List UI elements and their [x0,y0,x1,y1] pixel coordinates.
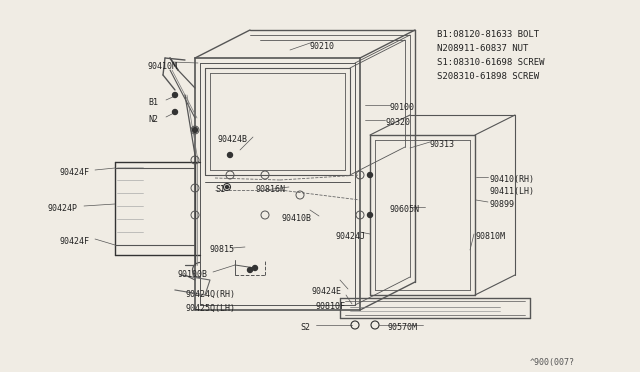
Text: S2: S2 [300,323,310,332]
Circle shape [173,93,177,97]
Circle shape [367,212,372,218]
Text: 90411(LH): 90411(LH) [490,187,535,196]
Text: 90210: 90210 [310,42,335,51]
Text: S208310-61898 SCREW: S208310-61898 SCREW [437,72,539,81]
Text: S1: S1 [215,185,225,194]
Text: 90816N: 90816N [255,185,285,194]
Circle shape [253,266,257,270]
Text: 90810F: 90810F [316,302,346,311]
Text: 90424Q(RH): 90424Q(RH) [185,290,235,299]
Text: 90424J: 90424J [335,232,365,241]
Text: 90410(RH): 90410(RH) [490,175,535,184]
Text: 90899: 90899 [490,200,515,209]
Text: 90815: 90815 [210,245,235,254]
Text: B1: B1 [148,98,158,107]
Circle shape [248,267,253,273]
Text: 90425Q(LH): 90425Q(LH) [185,304,235,313]
Text: 90605N: 90605N [390,205,420,214]
Text: 90810M: 90810M [476,232,506,241]
Text: B1:08120-81633 BOLT: B1:08120-81633 BOLT [437,30,539,39]
Text: 90424F: 90424F [60,168,90,177]
Text: 90424B: 90424B [218,135,248,144]
Text: ^900(007?: ^900(007? [530,358,575,367]
Circle shape [227,153,232,157]
Circle shape [173,109,177,115]
Text: 90313: 90313 [430,140,455,149]
Circle shape [367,173,372,177]
Text: 90570M: 90570M [387,323,417,332]
Text: N208911-60837 NUT: N208911-60837 NUT [437,44,529,53]
Text: 90320: 90320 [385,118,410,127]
Text: 90424E: 90424E [312,287,342,296]
Text: N2: N2 [148,115,158,124]
Text: S1:08310-61698 SCREW: S1:08310-61698 SCREW [437,58,545,67]
Text: 90410M: 90410M [148,62,178,71]
Text: 90410B: 90410B [282,214,312,223]
Text: 90100: 90100 [390,103,415,112]
Circle shape [225,186,228,189]
Text: 90424F: 90424F [60,237,90,246]
Text: 90100B: 90100B [178,270,208,279]
Circle shape [193,128,198,132]
Text: 90424P: 90424P [47,204,77,213]
